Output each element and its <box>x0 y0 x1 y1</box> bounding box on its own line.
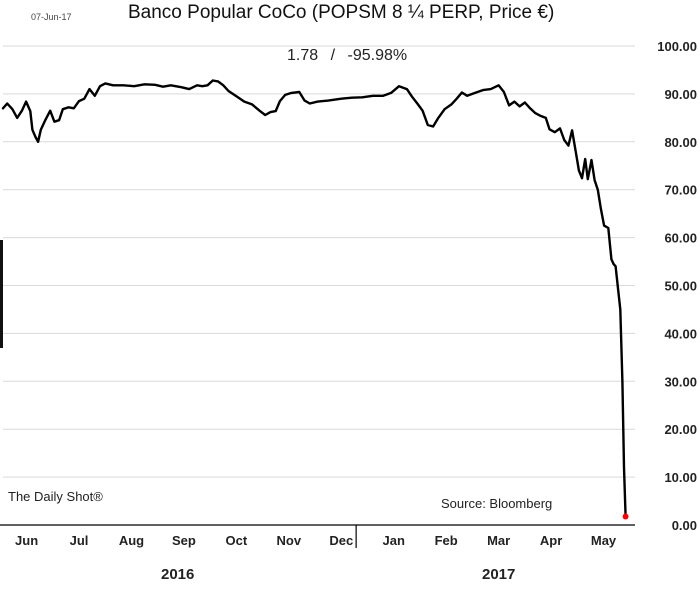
x-tick-label: Aug <box>119 533 144 548</box>
y-tick-label: 100.00 <box>657 39 697 54</box>
x-tick-label: May <box>591 533 617 548</box>
y-tick-label: 90.00 <box>664 87 697 102</box>
y-tick-label: 60.00 <box>664 231 697 246</box>
left-edge-bar <box>0 240 3 348</box>
annotation-separator: / <box>330 47 336 64</box>
y-tick-label: 70.00 <box>664 183 697 198</box>
x-axis-tick-labels: Jun Jul Aug Sep Oct Nov Dec Jan Feb Mar Apr May <box>15 533 617 548</box>
y-tick-label: 30.00 <box>664 374 697 389</box>
brand-label: The Daily Shot® <box>8 489 103 504</box>
y-tick-label: 20.00 <box>664 422 697 437</box>
y-tick-label: 0.00 <box>672 518 697 533</box>
x-tick-label: Apr <box>540 533 562 548</box>
y-axis-tick-labels: 0.00 10.00 20.00 30.00 40.00 50.00 60.00 70.00 8… <box>657 39 697 533</box>
year-label-2016: 2016 <box>161 566 195 583</box>
last-price-marker <box>622 513 629 520</box>
year-label-2017: 2017 <box>482 566 516 583</box>
source-label: Source: Bloomberg <box>441 496 553 511</box>
gridlines <box>3 45 635 478</box>
x-tick-label: Mar <box>487 533 510 548</box>
x-tick-label: Sep <box>172 533 196 548</box>
x-tick-label: Jan <box>383 533 405 548</box>
x-tick-label: Dec <box>329 533 353 548</box>
chart-date: 07-Jun-17 <box>31 12 72 22</box>
last-price-value: 1.78 <box>287 47 319 64</box>
y-tick-label: 50.00 <box>664 279 697 294</box>
y-tick-label: 40.00 <box>664 326 697 341</box>
price-change-percent: -95.98% <box>347 47 408 64</box>
last-value-annotation: 1.78 / -95.98% <box>287 47 407 65</box>
y-tick-label: 80.00 <box>664 135 697 150</box>
x-tick-label: Oct <box>226 533 248 548</box>
y-tick-label: 10.00 <box>664 470 697 485</box>
x-tick-label: Jun <box>15 533 38 548</box>
x-tick-label: Nov <box>277 533 302 548</box>
price-series-line <box>1 79 627 518</box>
chart-title: Banco Popular CoCo (POPSM 8 ¼ PERP, Pric… <box>128 2 555 23</box>
x-tick-label: Feb <box>435 533 458 548</box>
x-tick-label: Jul <box>70 533 89 548</box>
